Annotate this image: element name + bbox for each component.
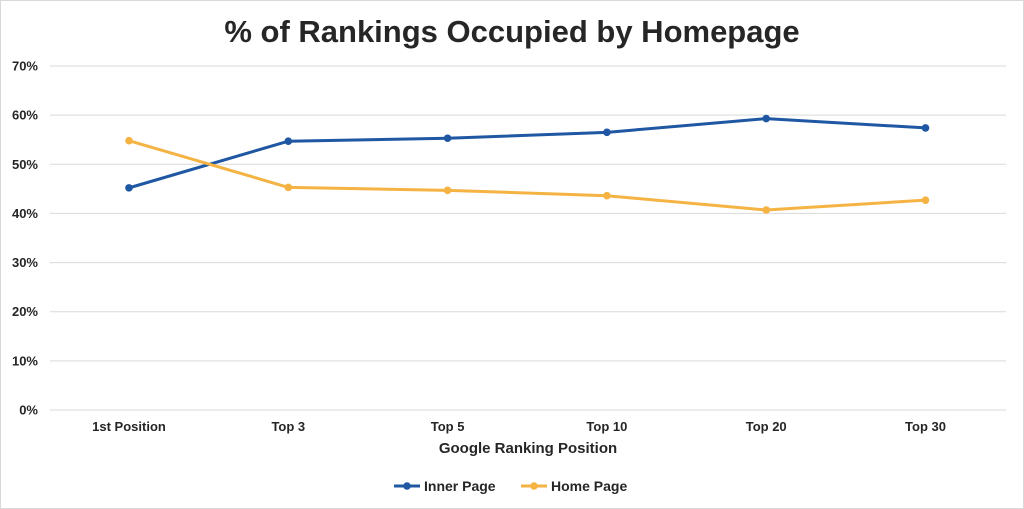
y-tick-label: 10%	[12, 353, 38, 368]
y-axis-ticks: 0% 10% 20% 30% 40% 50% 60% 70%	[12, 59, 38, 418]
x-tick-label: Top 10	[586, 419, 627, 434]
x-tick-label: Top 5	[431, 419, 465, 434]
data-point	[125, 184, 133, 192]
data-point	[921, 196, 930, 204]
data-point	[125, 136, 133, 145]
x-tick-label: Top 3	[271, 419, 305, 434]
data-point	[443, 186, 452, 195]
legend-item: Home Page	[521, 478, 627, 494]
legend-swatch-marker	[530, 482, 538, 490]
y-tick-label: 60%	[12, 108, 38, 123]
data-point	[603, 128, 611, 137]
y-tick-label: 50%	[12, 157, 38, 172]
chart-title: % of Rankings Occupied by Homepage	[224, 14, 799, 49]
legend-label: Home Page	[551, 478, 627, 494]
data-point	[284, 183, 293, 192]
y-tick-label: 0%	[19, 403, 38, 418]
x-tick-label: Top 30	[905, 419, 946, 434]
data-point	[603, 191, 611, 200]
legend: Inner Page Home Page	[394, 478, 627, 494]
series-inner-page	[125, 114, 930, 192]
data-point	[443, 134, 452, 143]
series-line	[127, 117, 927, 190]
series-group	[125, 114, 930, 214]
data-point	[762, 206, 770, 214]
y-tick-label: 20%	[12, 304, 38, 319]
y-tick-label: 30%	[12, 255, 38, 270]
y-tick-label: 70%	[12, 59, 38, 74]
legend-label: Inner Page	[424, 478, 496, 494]
x-tick-label: 1st Position	[92, 419, 166, 434]
data-point	[921, 124, 930, 132]
series-home-page	[125, 136, 930, 214]
x-tick-label: Top 20	[746, 419, 787, 434]
x-axis-title: Google Ranking Position	[439, 440, 617, 457]
x-axis-ticks: 1st Position Top 3 Top 5 Top 10 Top 20 Top 30	[92, 419, 946, 434]
legend-item: Inner Page	[394, 478, 496, 494]
gridlines	[50, 65, 1006, 411]
data-point	[284, 137, 293, 145]
data-point	[762, 114, 770, 123]
series-line	[127, 139, 927, 212]
legend-swatch-marker	[403, 482, 411, 490]
y-tick-label: 40%	[12, 206, 38, 221]
